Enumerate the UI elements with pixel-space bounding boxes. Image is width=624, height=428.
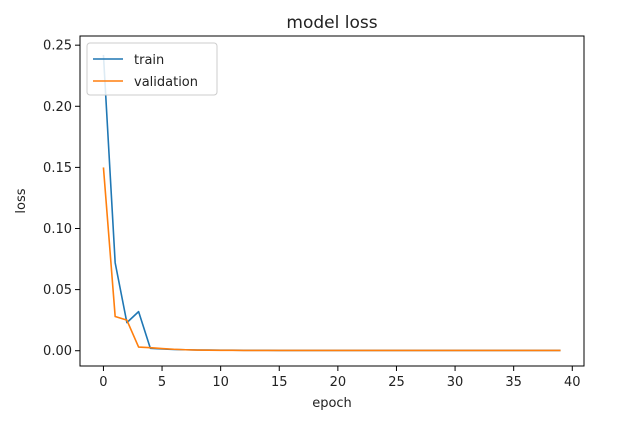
- x-axis-label: epoch: [312, 396, 352, 411]
- y-tick-label: 0.05: [43, 283, 72, 298]
- y-tick-label: 0.25: [43, 39, 72, 54]
- plot-area-frame: [79, 35, 585, 367]
- series-lines: [102, 54, 561, 352]
- x-tick-label: 20: [330, 375, 347, 390]
- x-tick-label: 5: [158, 375, 166, 390]
- legend-label-train: train: [134, 53, 164, 68]
- x-tick-label: 30: [447, 375, 464, 390]
- y-axis-ticks: 0.00 0.05 0.10 0.15 0.20 0.25: [43, 39, 80, 359]
- legend-box: [86, 42, 218, 96]
- y-axis-label: loss: [14, 188, 29, 213]
- x-tick-label: 40: [564, 375, 581, 390]
- series-line-validation: [102, 167, 561, 352]
- x-axis-ticks: 0 5 10 15 20 25 30 35 40: [99, 366, 581, 390]
- x-tick-label: 15: [271, 375, 288, 390]
- y-tick-label: 0.10: [43, 222, 72, 237]
- y-tick-label: 0.00: [43, 344, 72, 359]
- x-tick-label: 25: [388, 375, 405, 390]
- chart-title: model loss: [286, 13, 377, 33]
- y-tick-label: 0.15: [43, 161, 72, 176]
- y-tick-label: 0.20: [43, 100, 72, 115]
- legend-label-validation: validation: [134, 75, 198, 90]
- legend: train validation: [86, 42, 218, 96]
- x-tick-label: 0: [99, 375, 107, 390]
- series-line-train: [102, 54, 561, 352]
- x-tick-label: 35: [505, 375, 522, 390]
- x-tick-label: 10: [212, 375, 229, 390]
